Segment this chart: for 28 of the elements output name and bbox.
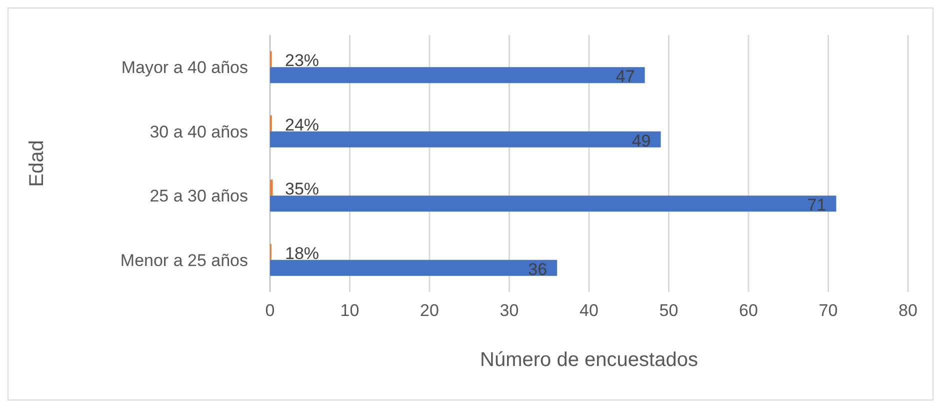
x-axis-title: Número de encuestados: [480, 349, 698, 371]
x-tick-label: 50: [659, 301, 678, 320]
data-label: 71: [807, 196, 826, 215]
bar: [270, 260, 558, 276]
data-label: 49: [632, 131, 651, 150]
x-tick-label: 40: [580, 301, 598, 320]
y-tick-label: Mayor a 40 años: [121, 58, 248, 78]
y-axis-title: Edad: [26, 140, 48, 187]
data-label: 47: [616, 67, 635, 86]
x-tick-label: 80: [898, 301, 918, 320]
x-tick-label: 20: [420, 301, 439, 320]
data-label: 35%: [285, 180, 320, 199]
data-label: 18%: [285, 244, 320, 263]
bar: [270, 67, 645, 84]
data-label: 24%: [285, 115, 320, 134]
x-tick-label: 0: [265, 301, 275, 320]
bar: [270, 180, 273, 196]
y-tick-label: Menor a 25 años: [120, 250, 248, 270]
x-tick-label: 10: [340, 301, 360, 320]
bar: [270, 131, 661, 148]
data-label: 23%: [285, 51, 320, 70]
y-tick-label: 30 a 40 años: [150, 122, 248, 142]
data-label: 36: [528, 260, 548, 279]
bar: [270, 196, 836, 212]
x-tick-label: 60: [739, 301, 758, 320]
x-tick-label: 70: [818, 301, 838, 320]
x-tick-label: 30: [500, 301, 519, 320]
y-tick-label: 25 a 30 años: [150, 186, 248, 206]
